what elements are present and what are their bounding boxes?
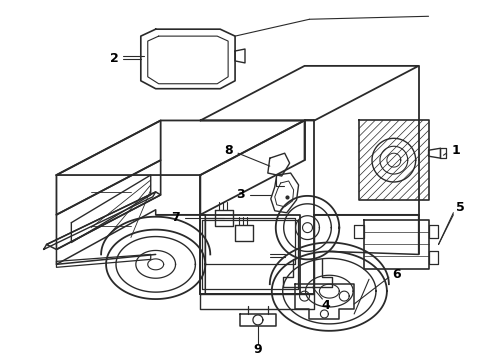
Text: 2: 2 bbox=[109, 53, 118, 66]
Text: 3: 3 bbox=[235, 188, 244, 201]
Text: 5: 5 bbox=[455, 201, 464, 214]
Text: 7: 7 bbox=[171, 211, 180, 224]
Text: 9: 9 bbox=[253, 343, 262, 356]
Text: 1: 1 bbox=[451, 144, 460, 157]
Text: 6: 6 bbox=[392, 268, 400, 281]
Text: 8: 8 bbox=[224, 144, 232, 157]
Text: 4: 4 bbox=[320, 298, 329, 311]
